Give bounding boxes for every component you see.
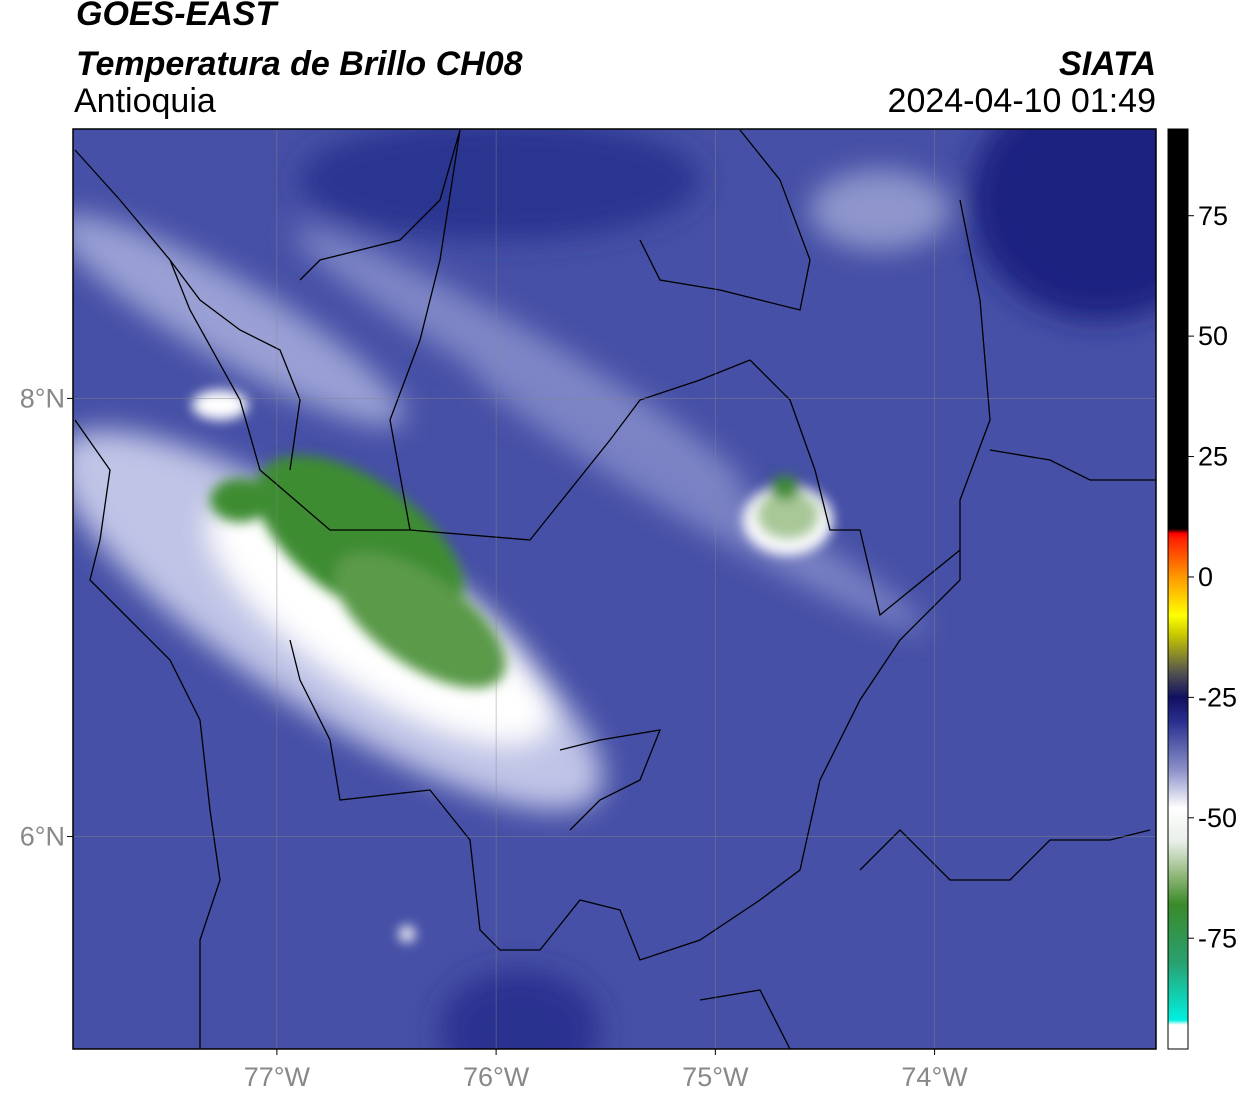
map-imagery [73, 129, 1156, 1049]
x-tick-label: 75°W [682, 1062, 749, 1092]
y-tick-label: 8°N [20, 384, 65, 414]
subtitle: Temperatura de Brillo CH08 [76, 45, 523, 83]
grid [73, 129, 1156, 1049]
colorbar [1167, 128, 1189, 1050]
datetime: 2024-04-10 01:49 [888, 82, 1156, 120]
y-tick-label: 6°N [20, 822, 65, 852]
colorbar-tick-label: -25 [1198, 683, 1237, 713]
colorbar-tick-label: 75 [1198, 201, 1228, 231]
x-tick-label: 77°W [244, 1062, 311, 1092]
title: GOES-EAST [76, 0, 279, 33]
colorbar-tick-label: -50 [1198, 803, 1237, 833]
map-frame [72, 128, 1157, 1050]
x-tick-label: 76°W [463, 1062, 530, 1092]
colorbar-tick-label: 50 [1198, 321, 1228, 351]
colorbar-tick-label: 25 [1198, 442, 1228, 472]
region: Antioquia [74, 82, 216, 120]
colorbar-tick-label: 0 [1198, 562, 1213, 592]
colorbar-tick-label: -75 [1198, 923, 1237, 953]
x-tick-label: 74°W [901, 1062, 968, 1092]
source: SIATA [1059, 45, 1156, 83]
